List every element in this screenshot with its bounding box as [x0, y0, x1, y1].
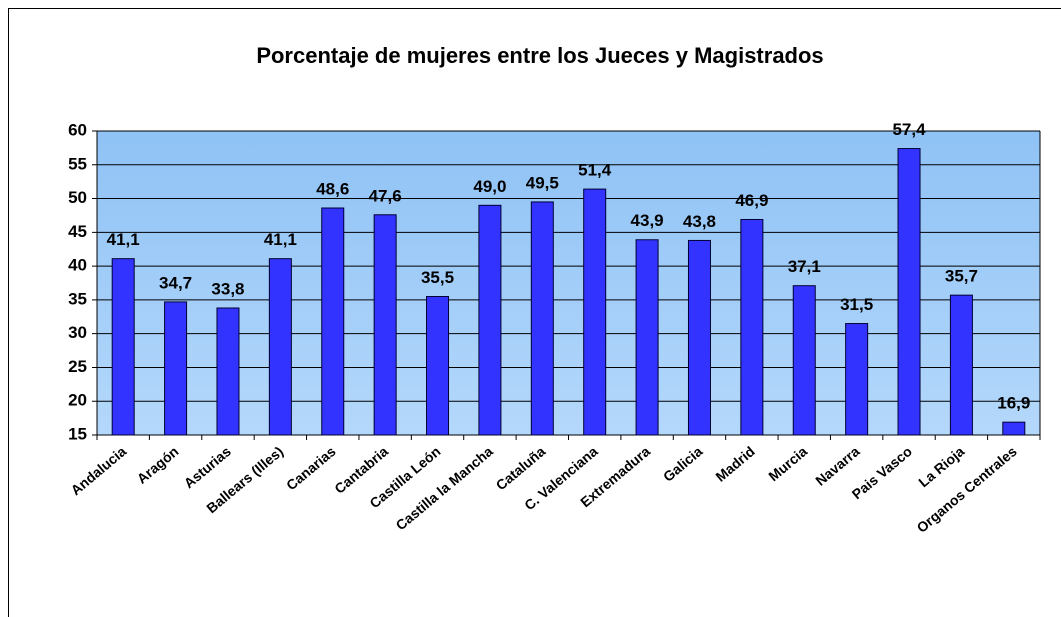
y-tick-label: 15 — [68, 424, 87, 443]
y-tick-label: 40 — [68, 256, 87, 275]
data-label: 34,7 — [159, 273, 192, 292]
bar — [1002, 421, 1026, 436]
data-label: 41,1 — [264, 230, 297, 249]
bar — [740, 218, 764, 436]
data-label: 37,1 — [788, 257, 821, 276]
bar — [583, 188, 607, 436]
y-tick-label: 20 — [68, 391, 87, 410]
bar — [478, 204, 502, 436]
bar — [111, 258, 135, 436]
bar — [373, 214, 397, 436]
data-label: 43,9 — [631, 211, 664, 230]
data-label: 35,5 — [421, 268, 454, 287]
bar — [321, 207, 345, 436]
y-tick-label: 55 — [68, 154, 87, 173]
bar — [635, 239, 659, 436]
bar — [687, 239, 711, 436]
bar — [216, 307, 240, 436]
data-label: 49,5 — [526, 173, 559, 192]
y-tick-label: 25 — [68, 357, 87, 376]
bar — [530, 201, 554, 436]
data-label: 35,7 — [945, 267, 978, 286]
data-label: 41,1 — [107, 230, 140, 249]
bar — [268, 258, 292, 436]
chart-title: Porcentaje de mujeres entre los Jueces y… — [256, 43, 823, 68]
data-label: 57,4 — [892, 120, 926, 139]
data-label: 33,8 — [211, 279, 244, 298]
data-label: 49,0 — [473, 177, 506, 196]
bar — [897, 148, 921, 436]
data-label: 16,9 — [997, 394, 1030, 413]
y-tick-label: 45 — [68, 222, 87, 241]
data-label: 46,9 — [735, 191, 768, 210]
bar — [949, 294, 973, 436]
data-label: 48,6 — [316, 179, 349, 198]
data-label: 31,5 — [840, 295, 873, 314]
data-label: 43,8 — [683, 212, 716, 231]
bar — [845, 323, 869, 436]
bar — [164, 301, 188, 436]
bar — [792, 285, 816, 436]
y-tick-label: 30 — [68, 323, 87, 342]
data-label: 47,6 — [369, 186, 402, 205]
y-tick-label: 60 — [68, 120, 87, 139]
y-tick-label: 50 — [68, 188, 87, 207]
plot-area — [97, 131, 1040, 435]
data-label: 51,4 — [578, 161, 612, 180]
bar — [426, 296, 450, 436]
y-tick-label: 35 — [68, 289, 87, 308]
